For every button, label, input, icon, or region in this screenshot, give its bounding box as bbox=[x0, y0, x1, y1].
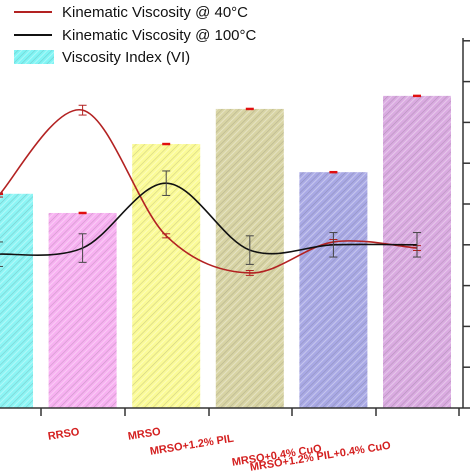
bar-error bbox=[162, 142, 171, 146]
legend-label: Kinematic Viscosity @ 40°C bbox=[62, 4, 248, 21]
x-ticks bbox=[40, 408, 460, 416]
legend-swatch-hatch bbox=[14, 50, 54, 64]
legend-label: Viscosity Index (VI) bbox=[62, 49, 190, 66]
bar-error bbox=[413, 94, 421, 98]
bar-error bbox=[0, 192, 3, 196]
bar-error bbox=[78, 211, 87, 215]
bar-error bbox=[329, 170, 338, 174]
bar-hatch bbox=[299, 172, 368, 408]
bar-hatch bbox=[0, 193, 33, 408]
x-tick-label: MRSO bbox=[127, 426, 162, 443]
legend: Kinematic Viscosity @ 40°C Kinematic Vis… bbox=[14, 4, 257, 66]
line-series bbox=[0, 182, 418, 256]
legend-label: Kinematic Viscosity @ 100°C bbox=[62, 27, 257, 44]
line-series bbox=[0, 109, 418, 274]
x-tick-label: RRSO bbox=[47, 426, 81, 443]
bar-error bbox=[245, 107, 254, 111]
plot-area bbox=[0, 94, 451, 409]
x-tick-label: MRSO+1.2% PIL bbox=[149, 433, 235, 458]
